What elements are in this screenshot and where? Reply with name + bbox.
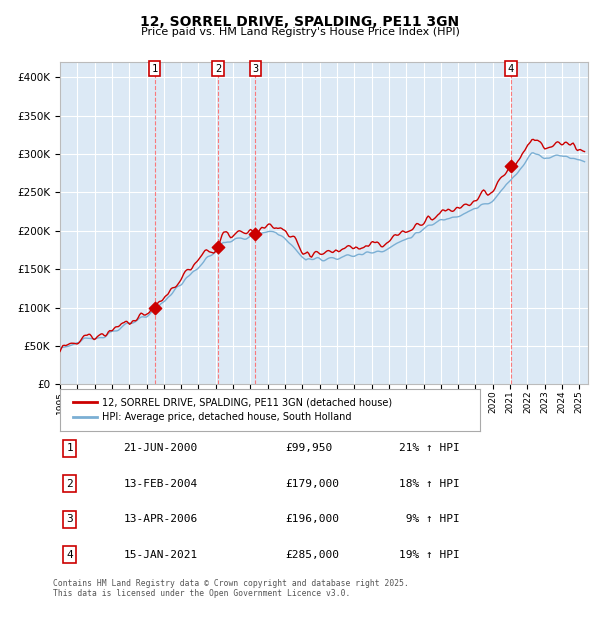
Text: 12, SORREL DRIVE, SPALDING, PE11 3GN: 12, SORREL DRIVE, SPALDING, PE11 3GN <box>140 16 460 30</box>
Text: 2: 2 <box>66 479 73 489</box>
Text: 13-APR-2006: 13-APR-2006 <box>124 514 198 524</box>
Text: £285,000: £285,000 <box>286 550 340 560</box>
Legend: 12, SORREL DRIVE, SPALDING, PE11 3GN (detached house), HPI: Average price, detac: 12, SORREL DRIVE, SPALDING, PE11 3GN (de… <box>69 394 396 426</box>
Text: 21-JUN-2000: 21-JUN-2000 <box>124 443 198 453</box>
Point <box>213 242 223 252</box>
Point <box>506 161 515 171</box>
Text: 18% ↑ HPI: 18% ↑ HPI <box>399 479 460 489</box>
Text: 4: 4 <box>66 550 73 560</box>
Text: 13-FEB-2004: 13-FEB-2004 <box>124 479 198 489</box>
Text: Contains HM Land Registry data © Crown copyright and database right 2025.
This d: Contains HM Land Registry data © Crown c… <box>53 579 409 598</box>
Text: 2: 2 <box>215 64 221 74</box>
Text: 4: 4 <box>508 64 514 74</box>
Text: 1: 1 <box>152 64 158 74</box>
Text: Price paid vs. HM Land Registry's House Price Index (HPI): Price paid vs. HM Land Registry's House … <box>140 27 460 37</box>
Text: 15-JAN-2021: 15-JAN-2021 <box>124 550 198 560</box>
Text: 1: 1 <box>66 443 73 453</box>
Point <box>250 229 260 239</box>
Text: 21% ↑ HPI: 21% ↑ HPI <box>399 443 460 453</box>
Text: £99,950: £99,950 <box>286 443 333 453</box>
Text: 3: 3 <box>252 64 259 74</box>
Text: £196,000: £196,000 <box>286 514 340 524</box>
Text: 9% ↑ HPI: 9% ↑ HPI <box>399 514 460 524</box>
Point <box>150 303 160 312</box>
Text: 3: 3 <box>66 514 73 524</box>
Text: £179,000: £179,000 <box>286 479 340 489</box>
Text: 19% ↑ HPI: 19% ↑ HPI <box>399 550 460 560</box>
